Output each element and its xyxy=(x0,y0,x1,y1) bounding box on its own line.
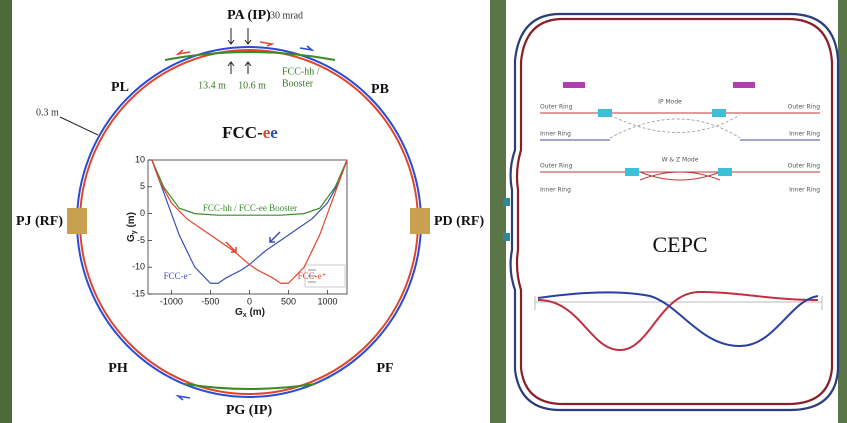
cepc-label: Inner Ring xyxy=(540,187,571,194)
x-tick-label: -500 xyxy=(201,296,219,306)
title-part: e xyxy=(270,123,278,142)
separation-label: 0.3 m xyxy=(36,107,59,118)
satellite-strip xyxy=(490,0,506,423)
point-label: PF xyxy=(376,361,393,376)
cepc-label: Inner Ring xyxy=(789,187,820,194)
point-label: PB xyxy=(371,82,389,97)
label-part: (m) xyxy=(126,212,137,230)
cepc-label: Outer Ring xyxy=(788,104,821,111)
rf-box xyxy=(410,208,430,234)
booster-label: FCC-hh / xyxy=(282,66,320,77)
y-tick-label: 10 xyxy=(135,154,145,164)
series-label: FCC-hh / FCC-ee Booster xyxy=(203,203,297,213)
y-tick-label: -5 xyxy=(137,235,145,245)
booster-label: Booster xyxy=(282,78,314,89)
page: PA (IP) 30 mrad PL PB FCC-hh / Booster 1… xyxy=(0,0,847,423)
point-label: PD (RF) xyxy=(434,214,484,229)
title-part: FCC- xyxy=(222,123,263,142)
point-label: PL xyxy=(111,80,129,95)
rf-marker xyxy=(503,233,510,241)
cepc-label: Outer Ring xyxy=(540,163,573,170)
x-tick-label: 500 xyxy=(281,296,296,306)
series-label: FCC-e⁻ xyxy=(164,271,193,281)
series-label: FCC-e⁺ xyxy=(298,271,327,281)
point-label: PH xyxy=(108,361,128,376)
x-tick-label: -1000 xyxy=(160,296,183,306)
detector-box xyxy=(733,82,755,88)
magnet xyxy=(625,168,639,176)
y-tick-label: -15 xyxy=(132,288,145,298)
cepc-label: Outer Ring xyxy=(540,104,573,111)
fcc-title: FCC-ee xyxy=(222,123,278,142)
cepc-panel xyxy=(506,0,838,423)
satellite-strip xyxy=(0,0,12,423)
detector-box xyxy=(563,82,585,88)
cepc-label: Outer Ring xyxy=(788,163,821,170)
angle-label: 30 mrad xyxy=(270,10,303,21)
y-tick-label: -10 xyxy=(132,262,145,272)
cepc-label: Inner Ring xyxy=(540,131,571,138)
distance-label: 10.6 m xyxy=(238,80,266,91)
point-label: PG (IP) xyxy=(226,403,273,418)
distance-label: 13.4 m xyxy=(198,80,226,91)
label-part: (m) xyxy=(247,307,265,318)
point-label: PA (IP) xyxy=(227,8,271,23)
magnet xyxy=(712,109,726,117)
cepc-label: W & Z Mode xyxy=(662,157,699,164)
cepc-label: IP Mode xyxy=(658,99,682,106)
satellite-strip xyxy=(838,0,847,423)
x-axis-label: Gx (m) xyxy=(235,307,265,319)
point-label: PJ (RF) xyxy=(16,214,63,229)
cepc-label: Inner Ring xyxy=(789,131,820,138)
magnet xyxy=(718,168,732,176)
x-tick-label: 1000 xyxy=(317,296,337,306)
rf-marker xyxy=(503,198,510,206)
cepc-title: CEPC xyxy=(652,232,707,257)
y-tick-label: 5 xyxy=(140,181,145,191)
x-tick-label: 0 xyxy=(247,296,252,306)
rf-box xyxy=(67,208,87,234)
y-tick-label: 0 xyxy=(140,208,145,218)
magnet xyxy=(598,109,612,117)
